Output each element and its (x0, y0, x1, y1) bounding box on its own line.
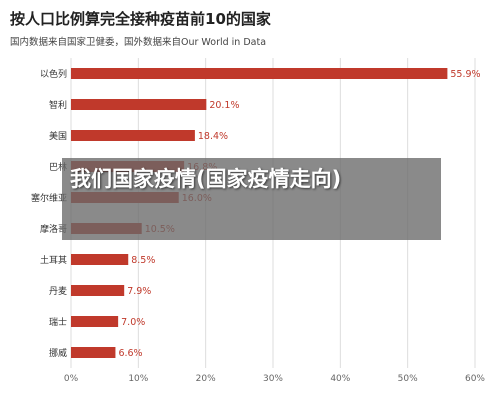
x-tick-label: 10% (128, 374, 148, 384)
y-category-label: 塞尔维亚 (31, 192, 67, 204)
data-label: 18.4% (198, 131, 228, 142)
overlay-text: 我们国家疫情(国家疫情走向) (70, 167, 342, 191)
bar (71, 347, 116, 358)
y-category-label: 土耳其 (40, 254, 67, 266)
data-label: 7.0% (121, 317, 145, 328)
x-tick-label: 50% (398, 374, 418, 384)
x-tick-label: 60% (465, 374, 485, 384)
x-tick-label: 30% (263, 374, 283, 384)
data-label: 6.6% (118, 348, 142, 359)
data-label: 7.9% (127, 286, 151, 297)
y-category-label: 美国 (49, 130, 67, 142)
y-category-label: 以色列 (40, 68, 67, 80)
bar (71, 316, 119, 327)
bar (71, 68, 448, 79)
data-label: 55.9% (450, 69, 480, 80)
bar (71, 254, 129, 265)
y-category-label: 瑞士 (49, 316, 67, 328)
chart-subtitle: 国内数据来自国家卫健委，国外数据来自Our World in Data (10, 37, 267, 48)
data-label: 20.1% (209, 100, 239, 111)
x-tick-label: 40% (330, 374, 350, 384)
data-label: 8.5% (131, 255, 155, 266)
y-category-label: 摩洛哥 (40, 223, 67, 235)
chart-title: 按人口比例算完全接种疫苗前10的国家 (10, 10, 271, 28)
x-tick-label: 0% (64, 374, 79, 384)
bar (71, 130, 195, 141)
y-category-label: 智利 (49, 99, 67, 111)
bar (71, 99, 207, 110)
overlay-banner: 我们国家疫情(国家疫情走向) (62, 158, 441, 240)
y-category-label: 丹麦 (49, 285, 67, 297)
x-tick-label: 20% (196, 374, 216, 384)
y-category-label: 挪威 (49, 347, 67, 359)
bar (71, 285, 125, 296)
